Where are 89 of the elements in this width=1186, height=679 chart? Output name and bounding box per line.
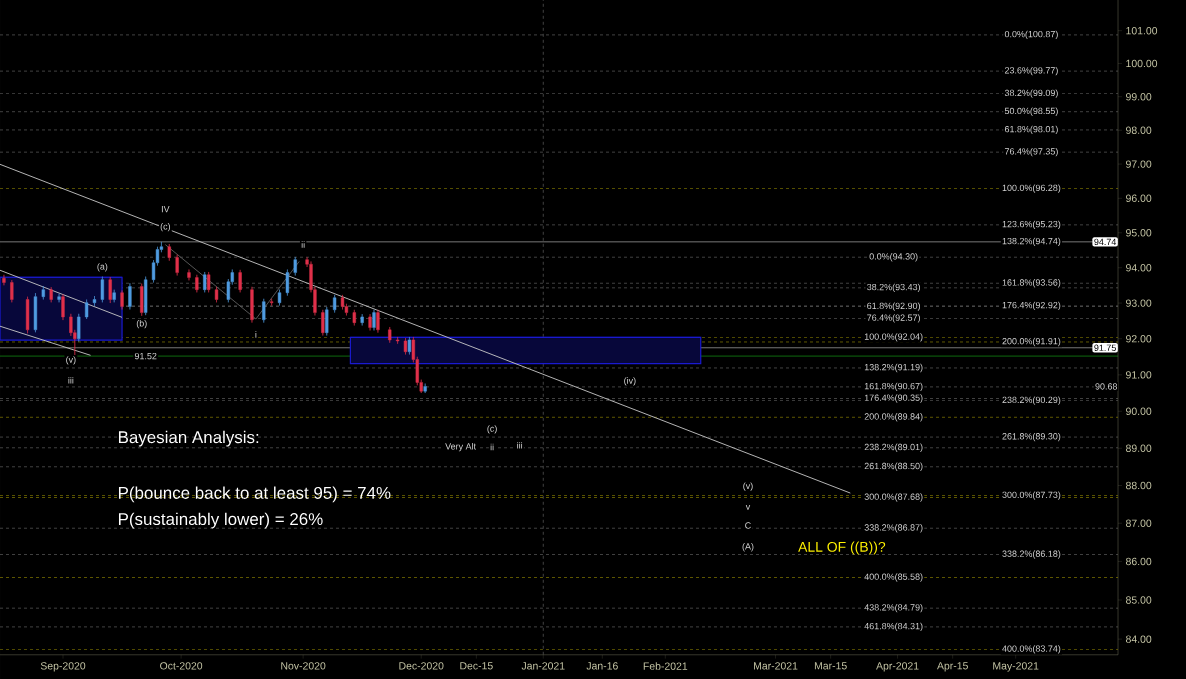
annotation: IV (161, 206, 170, 213)
annotation: (iv) (624, 377, 636, 386)
x-tick-label: May-2021 (993, 662, 1039, 672)
annotation: 400.0%(85.58) (864, 573, 923, 582)
annotation: 338.2%(86.18) (1002, 550, 1061, 559)
annotation: 161.8%(93.56) (1002, 279, 1061, 288)
annotation: 461.8%(84.31) (864, 622, 923, 632)
annotation: C (745, 522, 751, 529)
y-tick-label: 90.00 (1126, 407, 1152, 415)
y-tick-label: 93.00 (1126, 299, 1152, 307)
annotation: 261.8%(89.30) (1002, 432, 1061, 442)
ref-line-label: 91.75 (1094, 344, 1116, 351)
y-tick-label: 97.00 (1126, 160, 1152, 168)
y-tick-label: 89.00 (1126, 444, 1152, 452)
annotation: ii (301, 241, 305, 248)
ref-line-label: 94.74 (1094, 238, 1117, 246)
y-tick-label: 91.00 (1126, 371, 1152, 379)
x-tick-label: Apr-15 (937, 662, 968, 672)
x-tick-label: Dec-2020 (399, 662, 444, 670)
annotation: 91.52 (134, 352, 157, 360)
y-tick-label: 96.00 (1126, 194, 1152, 202)
x-tick-label: Jan-16 (586, 662, 618, 670)
y-tick-label: 92.00 (1126, 335, 1152, 343)
annotation: 261.8%(88.50) (864, 462, 923, 471)
annotation: 161.8%(90.67) (864, 382, 923, 392)
annotation: 238.2%(89.01) (864, 443, 923, 452)
x-tick-label: Mar-2021 (754, 662, 798, 670)
annotation: 300.0%(87.68) (864, 493, 923, 502)
x-tick-label: Jan-2021 (521, 662, 565, 670)
annotation: 100.0%(96.28) (1002, 184, 1061, 193)
annotation: P(sustainably lower) = 26% (118, 512, 323, 529)
annotation: (v) (743, 482, 753, 491)
annotation: 200.0%(91.91) (1002, 337, 1061, 347)
annotation: 400.0%(83.74) (1002, 645, 1061, 654)
annotation: 50.0%(98.55) (1004, 107, 1058, 116)
annotation: 100.0%(92.04) (864, 333, 923, 342)
y-tick-label: 98.00 (1126, 126, 1152, 134)
annotation: 0.0%(94.30) (869, 253, 918, 262)
annotation: ii (490, 443, 494, 451)
annotation: (A) (742, 543, 754, 552)
x-tick-label: Apr-2021 (876, 662, 919, 672)
annotation: i (255, 331, 257, 338)
annotation: 176.4%(90.35) (864, 394, 923, 403)
y-tick-label: 88.00 (1126, 481, 1152, 490)
x-tick-label: Sep-2020 (40, 662, 86, 672)
annotation: 76.4%(97.35) (1004, 147, 1058, 157)
annotation: 200.0%(89.84) (864, 413, 923, 422)
annotation: P(bounce back to at least 95) = 74% (118, 486, 391, 503)
annotation: (v) (66, 356, 76, 365)
annotation: 38.2%(93.43) (867, 283, 920, 293)
annotation: iii (68, 376, 74, 384)
annotation: 23.6%(99.77) (1004, 66, 1058, 76)
y-tick-label: 85.00 (1126, 596, 1152, 604)
annotation: 0.0%(100.87) (1004, 30, 1058, 40)
y-tick-label: 87.00 (1126, 519, 1152, 527)
y-tick-label: 100.00 (1126, 59, 1158, 68)
annotation: 123.6%(95.23) (1002, 220, 1061, 230)
y-tick-label: 94.00 (1126, 264, 1152, 272)
x-tick-label: Feb-2021 (643, 662, 688, 670)
annotation: iii (517, 441, 523, 449)
annotation: (c) (160, 223, 171, 232)
annotation: (a) (97, 263, 108, 272)
annotation: 61.8%(98.01) (1004, 125, 1058, 135)
y-tick-label: 99.00 (1126, 93, 1152, 101)
y-tick-label: 95.00 (1126, 229, 1152, 237)
annotation: 300.0%(87.73) (1002, 491, 1061, 500)
x-tick-label: Oct-2020 (160, 662, 203, 670)
annotation: 38.2%(99.09) (1004, 89, 1058, 98)
annotation: 338.2%(86.87) (864, 524, 923, 533)
y-tick-label: 101.00 (1126, 26, 1158, 35)
annotation: v (745, 504, 751, 510)
annotation: 438.2%(84.79) (864, 603, 923, 613)
annotation: Very Alt (445, 442, 476, 452)
x-tick-label: Nov-2020 (281, 662, 326, 670)
y-tick-label: 86.00 (1126, 557, 1152, 566)
annotation: (b) (136, 319, 147, 329)
annotation: 76.4%(92.57) (867, 314, 920, 323)
x-tick-label: Dec-15 (460, 662, 493, 670)
annotation: 138.2%(91.19) (864, 363, 923, 373)
annotation: ALL OF ((B))? (798, 541, 886, 555)
x-tick-label: Mar-15 (814, 662, 847, 670)
annotation: (c) (487, 425, 497, 434)
annotation: 90.68 (1095, 383, 1118, 390)
annotation: 138.2%(94.74) (1002, 237, 1061, 247)
annotation: 61.8%(92.90) (867, 302, 920, 311)
annotation: 176.4%(92.92) (1002, 301, 1061, 311)
annotation: 238.2%(90.29) (1002, 396, 1061, 405)
annotation: Bayesian Analysis: (118, 430, 259, 447)
y-tick-label: 84.00 (1126, 635, 1152, 643)
